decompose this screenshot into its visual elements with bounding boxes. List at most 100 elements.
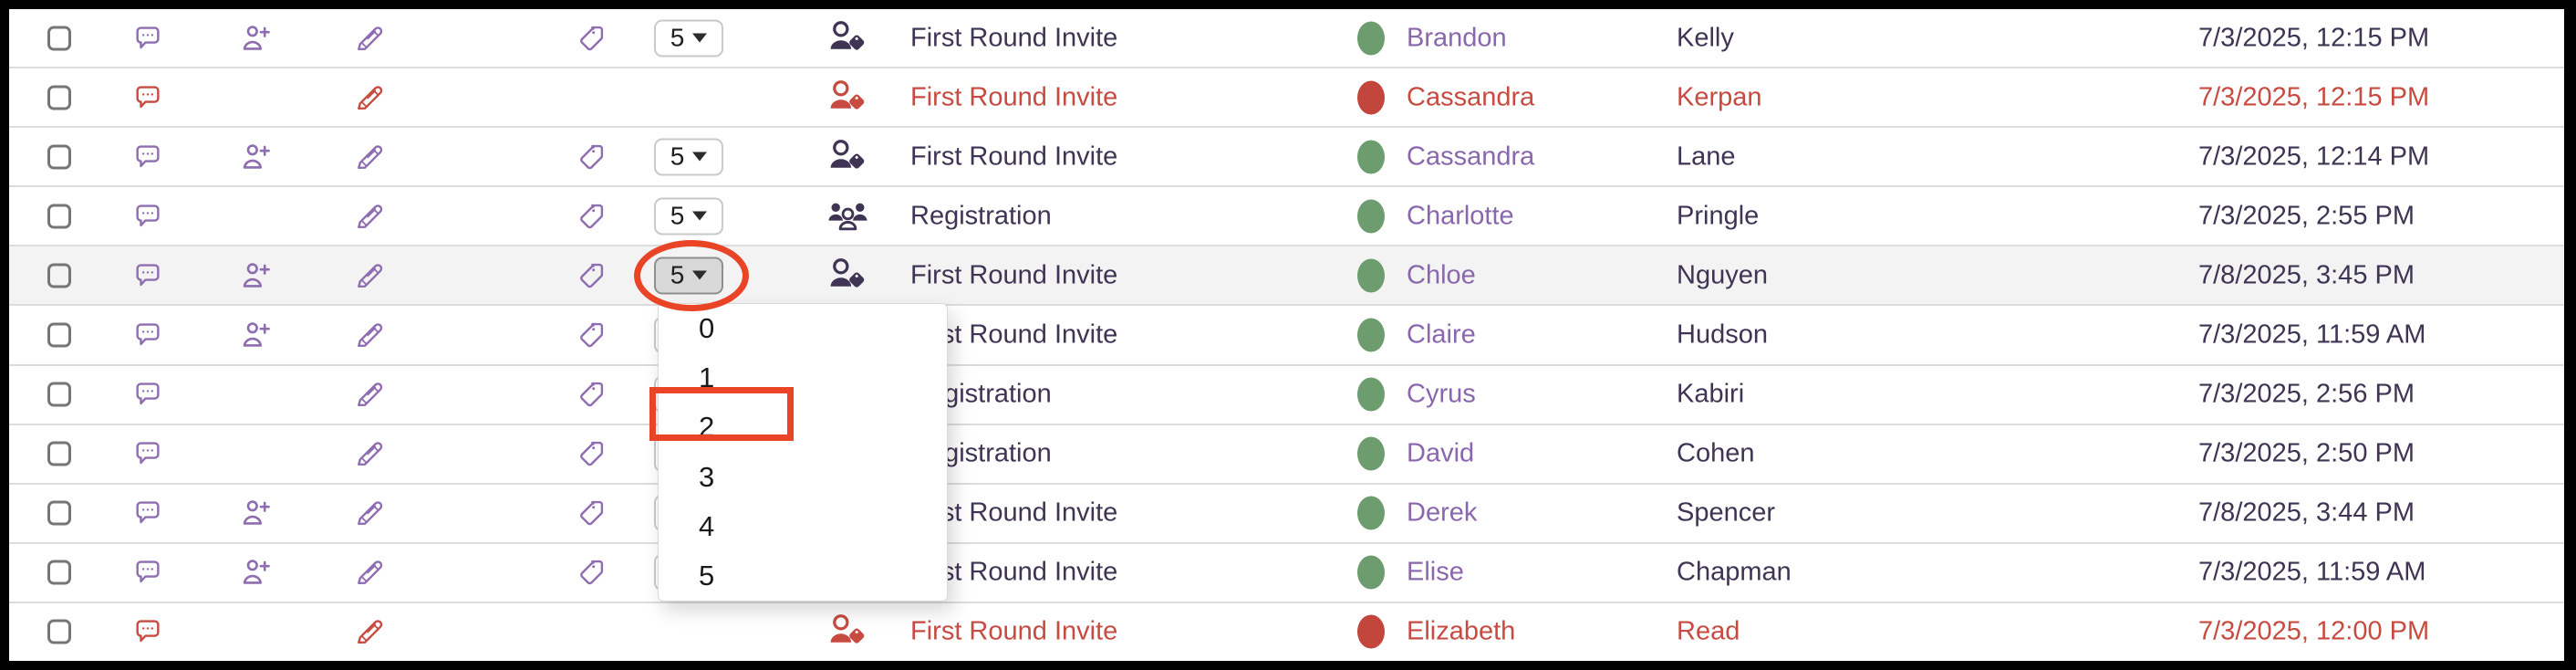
first-name-link[interactable]: Cassandra xyxy=(1407,141,1535,172)
comment-icon[interactable] xyxy=(132,201,163,232)
table-row: First Round Invite Elizabeth Read 7/3/20… xyxy=(9,601,2564,662)
tag-icon[interactable] xyxy=(576,141,607,173)
row-checkbox[interactable] xyxy=(47,263,71,288)
dropdown-option[interactable]: 4 xyxy=(699,509,715,542)
table-row: 5 First Round Invite xyxy=(9,304,2564,364)
points-dropdown-button[interactable]: 5 xyxy=(654,19,723,58)
caret-down-icon xyxy=(692,211,708,221)
comment-icon[interactable] xyxy=(132,379,163,410)
edit-pencil-icon[interactable] xyxy=(353,22,386,55)
add-person-icon[interactable] xyxy=(239,497,273,530)
last-name: Kabiri xyxy=(1677,379,1745,409)
row-checkbox[interactable] xyxy=(47,144,71,170)
first-name-link[interactable]: Brandon xyxy=(1407,23,1507,53)
table-row: 5 First Round Invite xyxy=(9,126,2564,186)
status-dot xyxy=(1357,436,1385,471)
person-tag-icon xyxy=(826,613,869,651)
dropdown-option[interactable]: 0 xyxy=(699,312,715,345)
tag-icon[interactable] xyxy=(576,260,607,291)
table-row: 5 Registration xyxy=(9,185,2564,246)
add-person-icon[interactable] xyxy=(239,258,273,292)
edit-pencil-icon[interactable] xyxy=(353,615,386,648)
comment-icon[interactable] xyxy=(132,82,163,113)
last-name: Lane xyxy=(1677,141,1736,172)
first-name-link[interactable]: Claire xyxy=(1407,319,1476,350)
comment-icon[interactable] xyxy=(132,497,163,529)
tag-icon[interactable] xyxy=(576,201,607,232)
dropdown-option[interactable]: 1 xyxy=(699,361,715,394)
comment-icon[interactable] xyxy=(132,141,163,173)
comment-icon[interactable] xyxy=(132,438,163,469)
edit-pencil-icon[interactable] xyxy=(353,437,386,470)
row-checkbox[interactable] xyxy=(47,85,71,110)
table-row: 5 First Round Invite xyxy=(9,245,2564,305)
status-dot xyxy=(1357,377,1385,412)
add-person-icon[interactable] xyxy=(239,21,273,55)
first-name-link[interactable]: Derek xyxy=(1407,497,1478,528)
last-name: Hudson xyxy=(1677,319,1768,350)
comment-icon[interactable] xyxy=(132,319,163,351)
row-checkbox[interactable] xyxy=(47,619,71,644)
add-person-icon[interactable] xyxy=(239,556,273,590)
comment-icon[interactable] xyxy=(132,260,163,291)
edit-pencil-icon[interactable] xyxy=(353,319,386,351)
first-name-link[interactable]: Cassandra xyxy=(1407,82,1535,112)
comment-icon[interactable] xyxy=(132,616,163,647)
edit-pencil-icon[interactable] xyxy=(353,259,386,292)
comment-icon[interactable] xyxy=(132,23,163,54)
row-checkbox[interactable] xyxy=(47,204,71,229)
dropdown-option[interactable]: 3 xyxy=(699,460,715,493)
row-checkbox[interactable] xyxy=(47,322,71,348)
row-datetime: 7/3/2025, 2:50 PM xyxy=(2198,438,2415,468)
row-datetime: 7/3/2025, 12:14 PM xyxy=(2198,141,2430,172)
row-checkbox[interactable] xyxy=(47,26,71,51)
first-name-link[interactable]: Charlotte xyxy=(1407,201,1514,231)
edit-pencil-icon[interactable] xyxy=(353,200,386,233)
attendee-table: 5 First Round Invite xyxy=(9,9,2564,662)
row-checkbox[interactable] xyxy=(47,500,71,526)
table-row: 5 Registration xyxy=(9,363,2564,424)
tag-icon[interactable] xyxy=(576,438,607,469)
edit-pencil-icon[interactable] xyxy=(353,378,386,411)
table-row: 5 First Round Invite xyxy=(9,9,2564,68)
invite-type-label: First Round Invite xyxy=(910,616,1118,646)
tag-icon[interactable] xyxy=(576,319,607,351)
row-datetime: 7/3/2025, 11:59 AM xyxy=(2198,319,2426,350)
tag-icon[interactable] xyxy=(576,23,607,54)
row-datetime: 7/8/2025, 3:44 PM xyxy=(2198,497,2415,528)
comment-icon[interactable] xyxy=(132,557,163,588)
edit-pencil-icon[interactable] xyxy=(353,81,386,114)
points-dropdown-button[interactable]: 5 xyxy=(654,256,723,295)
row-datetime: 7/3/2025, 2:56 PM xyxy=(2198,379,2415,409)
dropdown-option[interactable]: 2 xyxy=(699,411,715,444)
tag-icon[interactable] xyxy=(576,379,607,410)
tag-icon[interactable] xyxy=(576,497,607,529)
status-dot xyxy=(1357,140,1385,174)
edit-pencil-icon[interactable] xyxy=(353,141,386,173)
first-name-link[interactable]: Elise xyxy=(1407,557,1464,587)
row-checkbox[interactable] xyxy=(47,382,71,407)
edit-pencil-icon[interactable] xyxy=(353,497,386,529)
person-tag-icon xyxy=(826,256,869,294)
dropdown-option[interactable]: 5 xyxy=(699,559,715,591)
first-name-link[interactable]: Chloe xyxy=(1407,260,1476,290)
points-dropdown-button[interactable]: 5 xyxy=(654,138,723,176)
first-name-link[interactable]: Cyrus xyxy=(1407,379,1476,409)
row-datetime: 7/3/2025, 12:15 PM xyxy=(2198,23,2430,53)
row-datetime: 7/3/2025, 2:55 PM xyxy=(2198,201,2415,231)
first-name-link[interactable]: Elizabeth xyxy=(1407,616,1516,646)
edit-pencil-icon[interactable] xyxy=(353,556,386,589)
row-checkbox[interactable] xyxy=(47,441,71,466)
last-name: Kerpan xyxy=(1677,82,1762,112)
add-person-icon[interactable] xyxy=(239,140,273,173)
person-tag-icon xyxy=(826,138,869,175)
add-person-icon[interactable] xyxy=(239,319,273,352)
points-dropdown-menu: 0 1 2 3 4 5 xyxy=(658,303,948,602)
first-name-link[interactable]: David xyxy=(1407,438,1475,468)
row-checkbox[interactable] xyxy=(47,560,71,585)
points-dropdown-button[interactable]: 5 xyxy=(654,197,723,236)
invite-type-label: First Round Invite xyxy=(910,23,1118,53)
tag-icon[interactable] xyxy=(576,557,607,588)
table-row: 5 First Round Invite xyxy=(9,482,2564,542)
